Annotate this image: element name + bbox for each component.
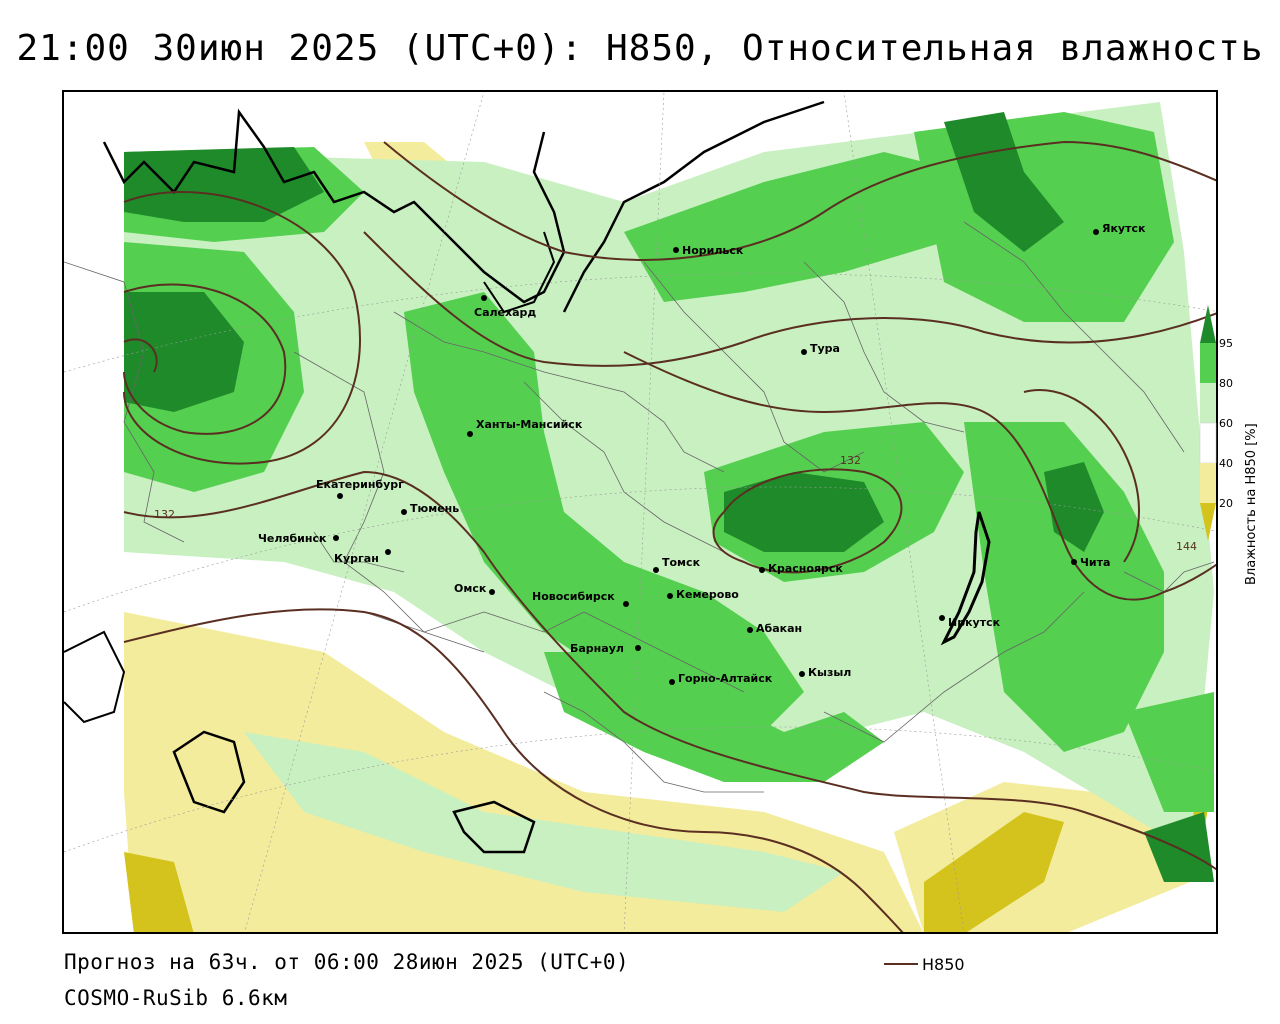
city-label: Чита <box>1080 556 1110 569</box>
colorbar-40-60 <box>1199 422 1217 464</box>
coastline-baikal <box>940 511 991 646</box>
city-label: Челябинск <box>258 532 327 545</box>
coastline-yamal <box>483 231 556 314</box>
city-label: Курган <box>334 552 379 565</box>
colorbar-tick-80: 80 <box>1219 377 1233 390</box>
city-label: Якутск <box>1102 222 1146 235</box>
city-label: Омск <box>454 582 487 595</box>
city-dot <box>799 671 805 677</box>
city-dot <box>673 247 679 253</box>
city-dot <box>1093 229 1099 235</box>
city-label: Иркутск <box>948 616 1001 629</box>
contour-label-132-east: 132 <box>840 454 861 467</box>
moist-area-taymyr <box>624 152 964 302</box>
city-dot <box>385 549 391 555</box>
colorbar-tick-20: 20 <box>1219 497 1233 510</box>
city-dot <box>759 567 765 573</box>
coastline-arctic <box>102 100 825 313</box>
map-title: 21:00 30июн 2025 (UTC+0): H850, Относите… <box>16 28 1264 69</box>
city-markers: Якутск Норильск Салехард Тура Ханты-Манс… <box>258 222 1146 685</box>
city-dot <box>467 431 473 437</box>
city-label: Красноярск <box>768 562 843 575</box>
colorbar: 95 80 60 40 20 <box>1199 305 1233 541</box>
colorbar-gt95 <box>1200 305 1216 343</box>
graticule <box>64 92 1216 932</box>
city-dot <box>801 349 807 355</box>
city-dot <box>667 593 673 599</box>
contour-label-132-west: 132 <box>154 508 175 521</box>
city-dot <box>337 493 343 499</box>
city-label: Томск <box>662 556 701 569</box>
moist-area-ob <box>404 292 804 732</box>
city-label: Тура <box>810 342 840 355</box>
moist-area-light-south <box>244 732 844 912</box>
city-dot <box>1071 559 1077 565</box>
colorbar-title: Влажность на H850 [%] <box>1244 423 1259 585</box>
moist-area-light <box>124 102 1214 852</box>
colorbar-60-80 <box>1200 383 1216 423</box>
city-dot <box>401 509 407 515</box>
city-dot <box>635 645 641 651</box>
moist-area-far-southeast <box>1124 692 1214 812</box>
city-dot <box>623 601 629 607</box>
city-label: Норильск <box>682 244 744 257</box>
city-label: Тюмень <box>410 502 459 515</box>
colorbar-tick-40: 40 <box>1219 457 1233 470</box>
colorbar-80-95 <box>1200 343 1216 383</box>
city-dot <box>747 627 753 633</box>
very-dry-area-2 <box>924 812 1064 932</box>
city-label: Екатеринбург <box>316 478 404 491</box>
humidity-map: 132 132 144 Якутск Норильск Салехард Тур… <box>64 92 1216 932</box>
map-panel: 132 132 144 Якутск Норильск Салехард Тур… <box>62 90 1218 934</box>
saturated-area-krasnoyarsk <box>724 472 884 552</box>
city-label: Горно-Алтайск <box>678 672 773 685</box>
saturated-area-far-east <box>1144 812 1214 882</box>
city-label: Барнаул <box>570 642 624 655</box>
colorbar-tick-60: 60 <box>1219 417 1233 430</box>
h850-contours <box>123 140 1216 932</box>
h850-line-label: H850 <box>922 954 965 974</box>
city-dot <box>489 589 495 595</box>
colorbar-20-40 <box>1200 463 1216 503</box>
admin-boundaries <box>64 221 1215 793</box>
contour-label-144: 144 <box>1176 540 1197 553</box>
city-dot <box>481 295 487 301</box>
city-dot <box>669 679 675 685</box>
h850-line-swatch <box>884 963 918 965</box>
moist-area-baikal <box>964 422 1164 752</box>
h850-line-legend: H850 <box>884 952 965 976</box>
city-dot <box>653 567 659 573</box>
city-label: Кызыл <box>808 666 851 679</box>
model-name: COSMO-RuSib 6.6км <box>64 986 288 1010</box>
city-label: Ханты-Мансийск <box>476 418 583 431</box>
colorbar-tick-95: 95 <box>1219 337 1233 350</box>
city-dot <box>333 535 339 541</box>
city-label: Салехард <box>474 306 536 319</box>
city-label: Новосибирск <box>532 590 615 603</box>
forecast-info: Прогноз на 63ч. от 06:00 28июн 2025 (UTC… <box>64 950 630 974</box>
very-dry-area-1 <box>124 852 194 932</box>
city-dot <box>939 615 945 621</box>
saturated-area-west <box>124 292 244 412</box>
saturated-area-northeast <box>944 112 1064 252</box>
moist-area-altai <box>544 652 884 782</box>
colorbar-lt20 <box>1200 503 1216 541</box>
coastline-west <box>64 630 126 724</box>
coastline-caspian-aral <box>172 730 536 854</box>
city-label: Кемерово <box>676 588 739 601</box>
city-label: Абакан <box>756 622 802 635</box>
